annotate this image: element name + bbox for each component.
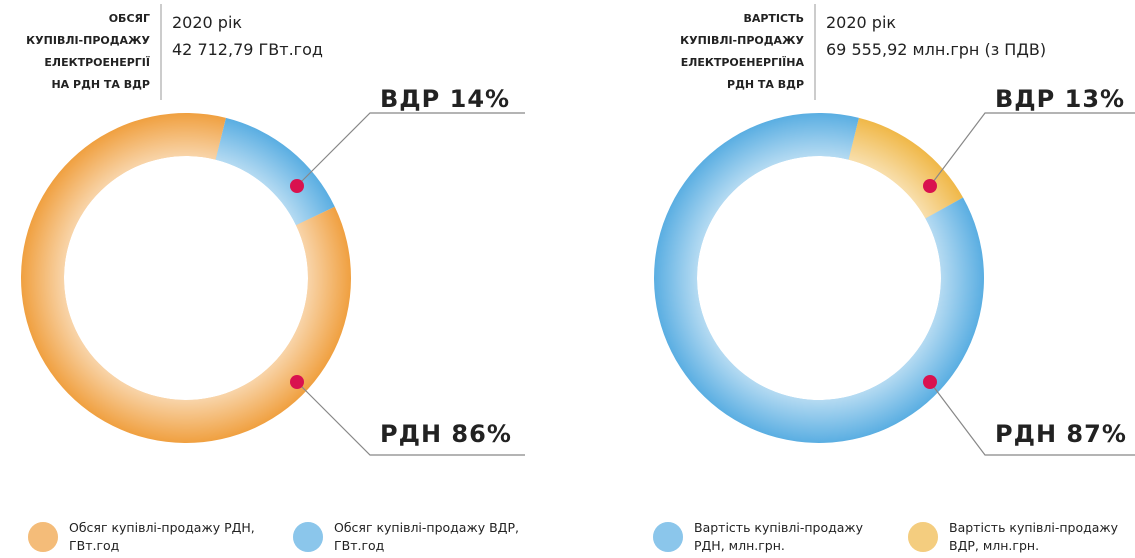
legend-swatch	[653, 522, 683, 552]
header-title: ОБСЯГ	[109, 12, 150, 25]
callout-dot	[923, 375, 937, 389]
callout-line	[929, 112, 1135, 187]
legend-swatch	[293, 522, 323, 552]
header-subtitle: 2020 рік	[826, 13, 896, 32]
category: ВДР	[380, 85, 440, 113]
callout-label: РДН 86%	[380, 420, 512, 448]
legend-shade	[293, 522, 323, 552]
header-subtitle: 42 712,79 ГВт.год	[172, 40, 323, 59]
value-label: 13%	[1065, 85, 1125, 113]
category: РДН	[380, 420, 442, 448]
callout-dot	[290, 375, 304, 389]
legend-swatch	[28, 522, 58, 552]
legend-label: Обсяг купівлі-продажу РДН, ГВт.год	[69, 520, 255, 553]
callout-dot	[290, 179, 304, 193]
header-title: КУПІВЛІ-ПРОДАЖУ	[680, 34, 804, 47]
legend-swatch	[908, 522, 938, 552]
callout-line	[296, 381, 525, 456]
header-subtitle: 2020 рік	[172, 13, 242, 32]
value-label: 14%	[450, 85, 510, 113]
slice-shade	[848, 117, 964, 219]
value-label: 87%	[1066, 420, 1126, 448]
callout-label: РДН 87%	[995, 420, 1127, 448]
legend-shade	[653, 522, 683, 552]
callout-line	[929, 381, 1135, 456]
value-label: 86%	[451, 420, 511, 448]
category: ВДР	[995, 85, 1055, 113]
header-title: РДН ТА ВДР	[727, 78, 804, 91]
header-title: ЕЛЕКТРОЕНЕРГІЇНА	[681, 55, 805, 69]
header-title: ВАРТІСТЬ	[743, 12, 804, 25]
legend-label: Вартість купівлі-продажу ВДР, млн.грн.	[949, 520, 1119, 553]
category: РДН	[995, 420, 1057, 448]
header-title: НА РДН ТА ВДР	[51, 78, 150, 91]
callout-label: ВДР 13%	[995, 85, 1125, 113]
callout-line	[296, 112, 525, 187]
callout-dot	[923, 179, 937, 193]
header-subtitle: 69 555,92 млн.грн (з ПДВ)	[826, 40, 1046, 59]
legend-shade	[28, 522, 58, 552]
callout-label: ВДР 14%	[380, 85, 510, 113]
legend-label: Вартість купівлі-продажу РДН, млн.грн.	[694, 520, 864, 553]
header-title: ЕЛЕКТРОЕНЕРГІЇ	[44, 55, 150, 69]
header-title: КУПІВЛІ-ПРОДАЖУ	[26, 34, 150, 47]
legend-label: Обсяг купівлі-продажу ВДР, ГВт.год	[334, 520, 519, 553]
legend-shade	[908, 522, 938, 552]
slice-shade	[215, 117, 335, 226]
